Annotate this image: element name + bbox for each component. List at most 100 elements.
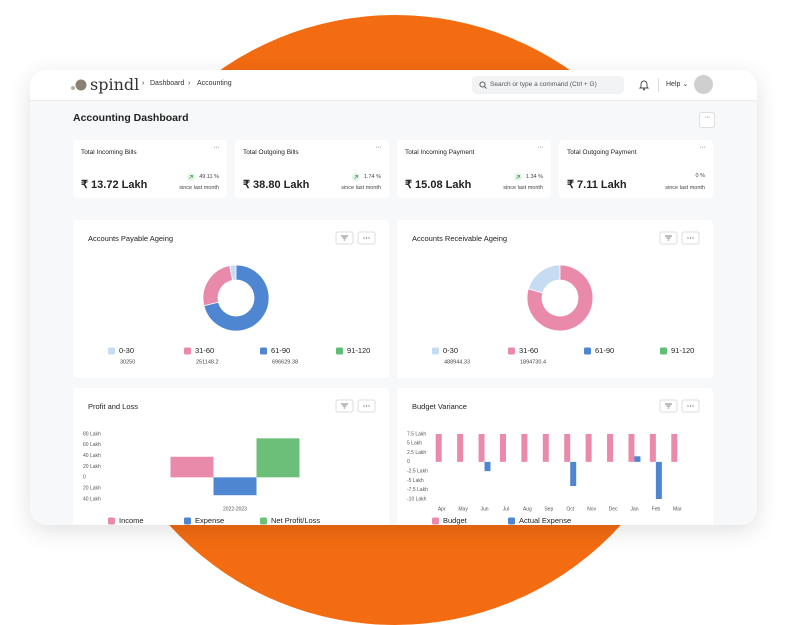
card-change: 1.34 % xyxy=(513,173,543,181)
filter-icon xyxy=(341,235,348,241)
legend-label: Income xyxy=(119,516,144,525)
y-tick-label: 0 xyxy=(83,475,86,481)
filter-icon xyxy=(665,235,672,241)
bar xyxy=(542,434,549,462)
page-title: Accounting Dashboard xyxy=(73,112,189,124)
chart-panel: Accounts Payable Ageing 0-30 30250 31-60 251… xyxy=(73,220,389,378)
stat-card: Total Incoming Payment ··· ₹ 15.08 Lakh … xyxy=(397,140,551,198)
card-title: Total Outgoing Payment xyxy=(567,149,637,156)
chart-panel: Budget Variance 7.5 Lakh 5 Lakh 2.5 Lakh 0 -2… xyxy=(397,388,713,525)
card-menu[interactable]: ··· xyxy=(699,144,706,151)
legend-label: 91-120 xyxy=(347,346,370,355)
y-tick-label: -10 Lakh xyxy=(407,496,427,502)
legend-value: 1894730.4 xyxy=(520,359,546,365)
change-value: 49.11 % xyxy=(199,174,219,180)
stat-card: Total Outgoing Bills ··· ₹ 38.80 Lakh 1.… xyxy=(235,140,389,198)
trend-icon xyxy=(187,173,196,181)
help-label: Help xyxy=(666,81,681,88)
legend-swatch xyxy=(184,517,191,525)
menu-dot xyxy=(692,405,694,407)
chart-panel: Profit and Loss 80 Lakh 60 Lakh 40 Lakh 20 L… xyxy=(73,388,389,525)
panel-title: Accounts Receivable Ageing xyxy=(412,234,507,243)
breadcrumb[interactable]: Dashboard xyxy=(150,80,185,87)
y-tick-label: 20 Lakh xyxy=(83,485,101,491)
card-value: ₹ 13.72 Lakh xyxy=(81,179,148,191)
y-tick-label: 20 Lakh xyxy=(83,464,101,470)
y-tick-label: 40 Lakh xyxy=(83,453,101,459)
breadcrumb-separator: › xyxy=(188,80,191,87)
card-note: since last month xyxy=(341,185,381,191)
page: spindl › Dashboard › Accounting Search o… xyxy=(30,15,757,625)
bar xyxy=(564,434,571,462)
search-icon xyxy=(479,81,487,89)
donut-slice xyxy=(526,264,594,332)
card-note: since last month xyxy=(179,185,219,191)
legend-value: 30250 xyxy=(120,359,135,365)
trend-icon xyxy=(351,173,360,181)
donut-slice xyxy=(203,264,270,332)
legend-swatch xyxy=(336,347,343,355)
legend-swatch xyxy=(432,517,439,525)
y-tick-label: 7.5 Lakh xyxy=(407,431,426,437)
legend-swatch xyxy=(108,517,115,525)
y-tick-label: 0 xyxy=(407,459,410,465)
menu-dot xyxy=(365,405,368,407)
card-value: ₹ 15.08 Lakh xyxy=(405,179,472,191)
card-change: 0 % xyxy=(696,173,705,179)
y-tick-label: -7.5 Lakh xyxy=(407,487,428,493)
logo[interactable]: spindl xyxy=(90,75,140,94)
avatar[interactable] xyxy=(694,75,713,94)
trend-icon xyxy=(513,173,522,181)
menu-dot xyxy=(365,237,368,239)
y-tick-label: 5 Lakh xyxy=(407,441,422,447)
stat-card: Total Incoming Bills ··· ₹ 13.72 Lakh 49… xyxy=(73,140,227,198)
x-tick-label: Jun xyxy=(481,506,489,512)
x-tick-label: 2022-2023 xyxy=(223,506,247,512)
card-menu[interactable]: ··· xyxy=(375,144,382,151)
legend-value: 488944.33 xyxy=(444,359,470,365)
card-menu[interactable]: ··· xyxy=(537,144,544,151)
y-tick-label: -2.5 Lakh xyxy=(407,468,428,474)
legend-value: 696629.38 xyxy=(272,359,298,365)
bar xyxy=(671,434,678,462)
y-tick-label: 60 Lakh xyxy=(83,442,101,448)
panel-title: Budget Variance xyxy=(412,402,467,411)
x-tick-label: Jul xyxy=(503,506,509,512)
menu-dot xyxy=(368,405,370,407)
bar xyxy=(435,434,442,462)
x-tick-label: Feb xyxy=(652,506,661,512)
more-button[interactable]: ··· xyxy=(699,112,715,128)
x-tick-label: Jan xyxy=(630,506,638,512)
logo-icon xyxy=(71,79,87,91)
bar xyxy=(649,434,656,462)
card-value: ₹ 7.11 Lakh xyxy=(567,179,627,191)
stat-card: Total Outgoing Payment ··· ₹ 7.11 Lakh 0… xyxy=(559,140,713,198)
bar xyxy=(170,456,214,478)
card-title: Total Incoming Payment xyxy=(405,149,475,156)
card-change: 49.11 % xyxy=(187,173,219,181)
menu-dot xyxy=(687,237,689,239)
search-box[interactable]: Search or type a command (Ctrl + G) xyxy=(472,76,624,94)
bar xyxy=(457,434,464,462)
x-tick-label: Aug xyxy=(523,506,532,512)
breadcrumb[interactable]: Accounting xyxy=(197,80,232,87)
change-value: 0 % xyxy=(695,173,705,179)
bell-icon[interactable] xyxy=(639,79,649,91)
app-window: spindl › Dashboard › Accounting Search o… xyxy=(30,70,757,525)
menu-dot xyxy=(363,405,365,407)
bar xyxy=(478,434,485,462)
bar xyxy=(256,438,300,478)
menu-dot xyxy=(368,237,370,239)
card-title: Total Incoming Bills xyxy=(81,149,137,156)
change-value: 1.74 % xyxy=(363,174,381,180)
card-menu[interactable]: ··· xyxy=(213,144,220,151)
help-menu[interactable]: Help ⌄ xyxy=(666,81,689,88)
legend-label: 0-30 xyxy=(443,346,458,355)
bar xyxy=(607,434,614,462)
x-tick-label: Sep xyxy=(544,506,553,512)
legend-label: 31-60 xyxy=(519,346,538,355)
bar xyxy=(521,434,528,462)
filter-icon xyxy=(665,403,672,409)
legend-label: Expense xyxy=(195,516,224,525)
x-tick-label: Dec xyxy=(609,506,618,512)
